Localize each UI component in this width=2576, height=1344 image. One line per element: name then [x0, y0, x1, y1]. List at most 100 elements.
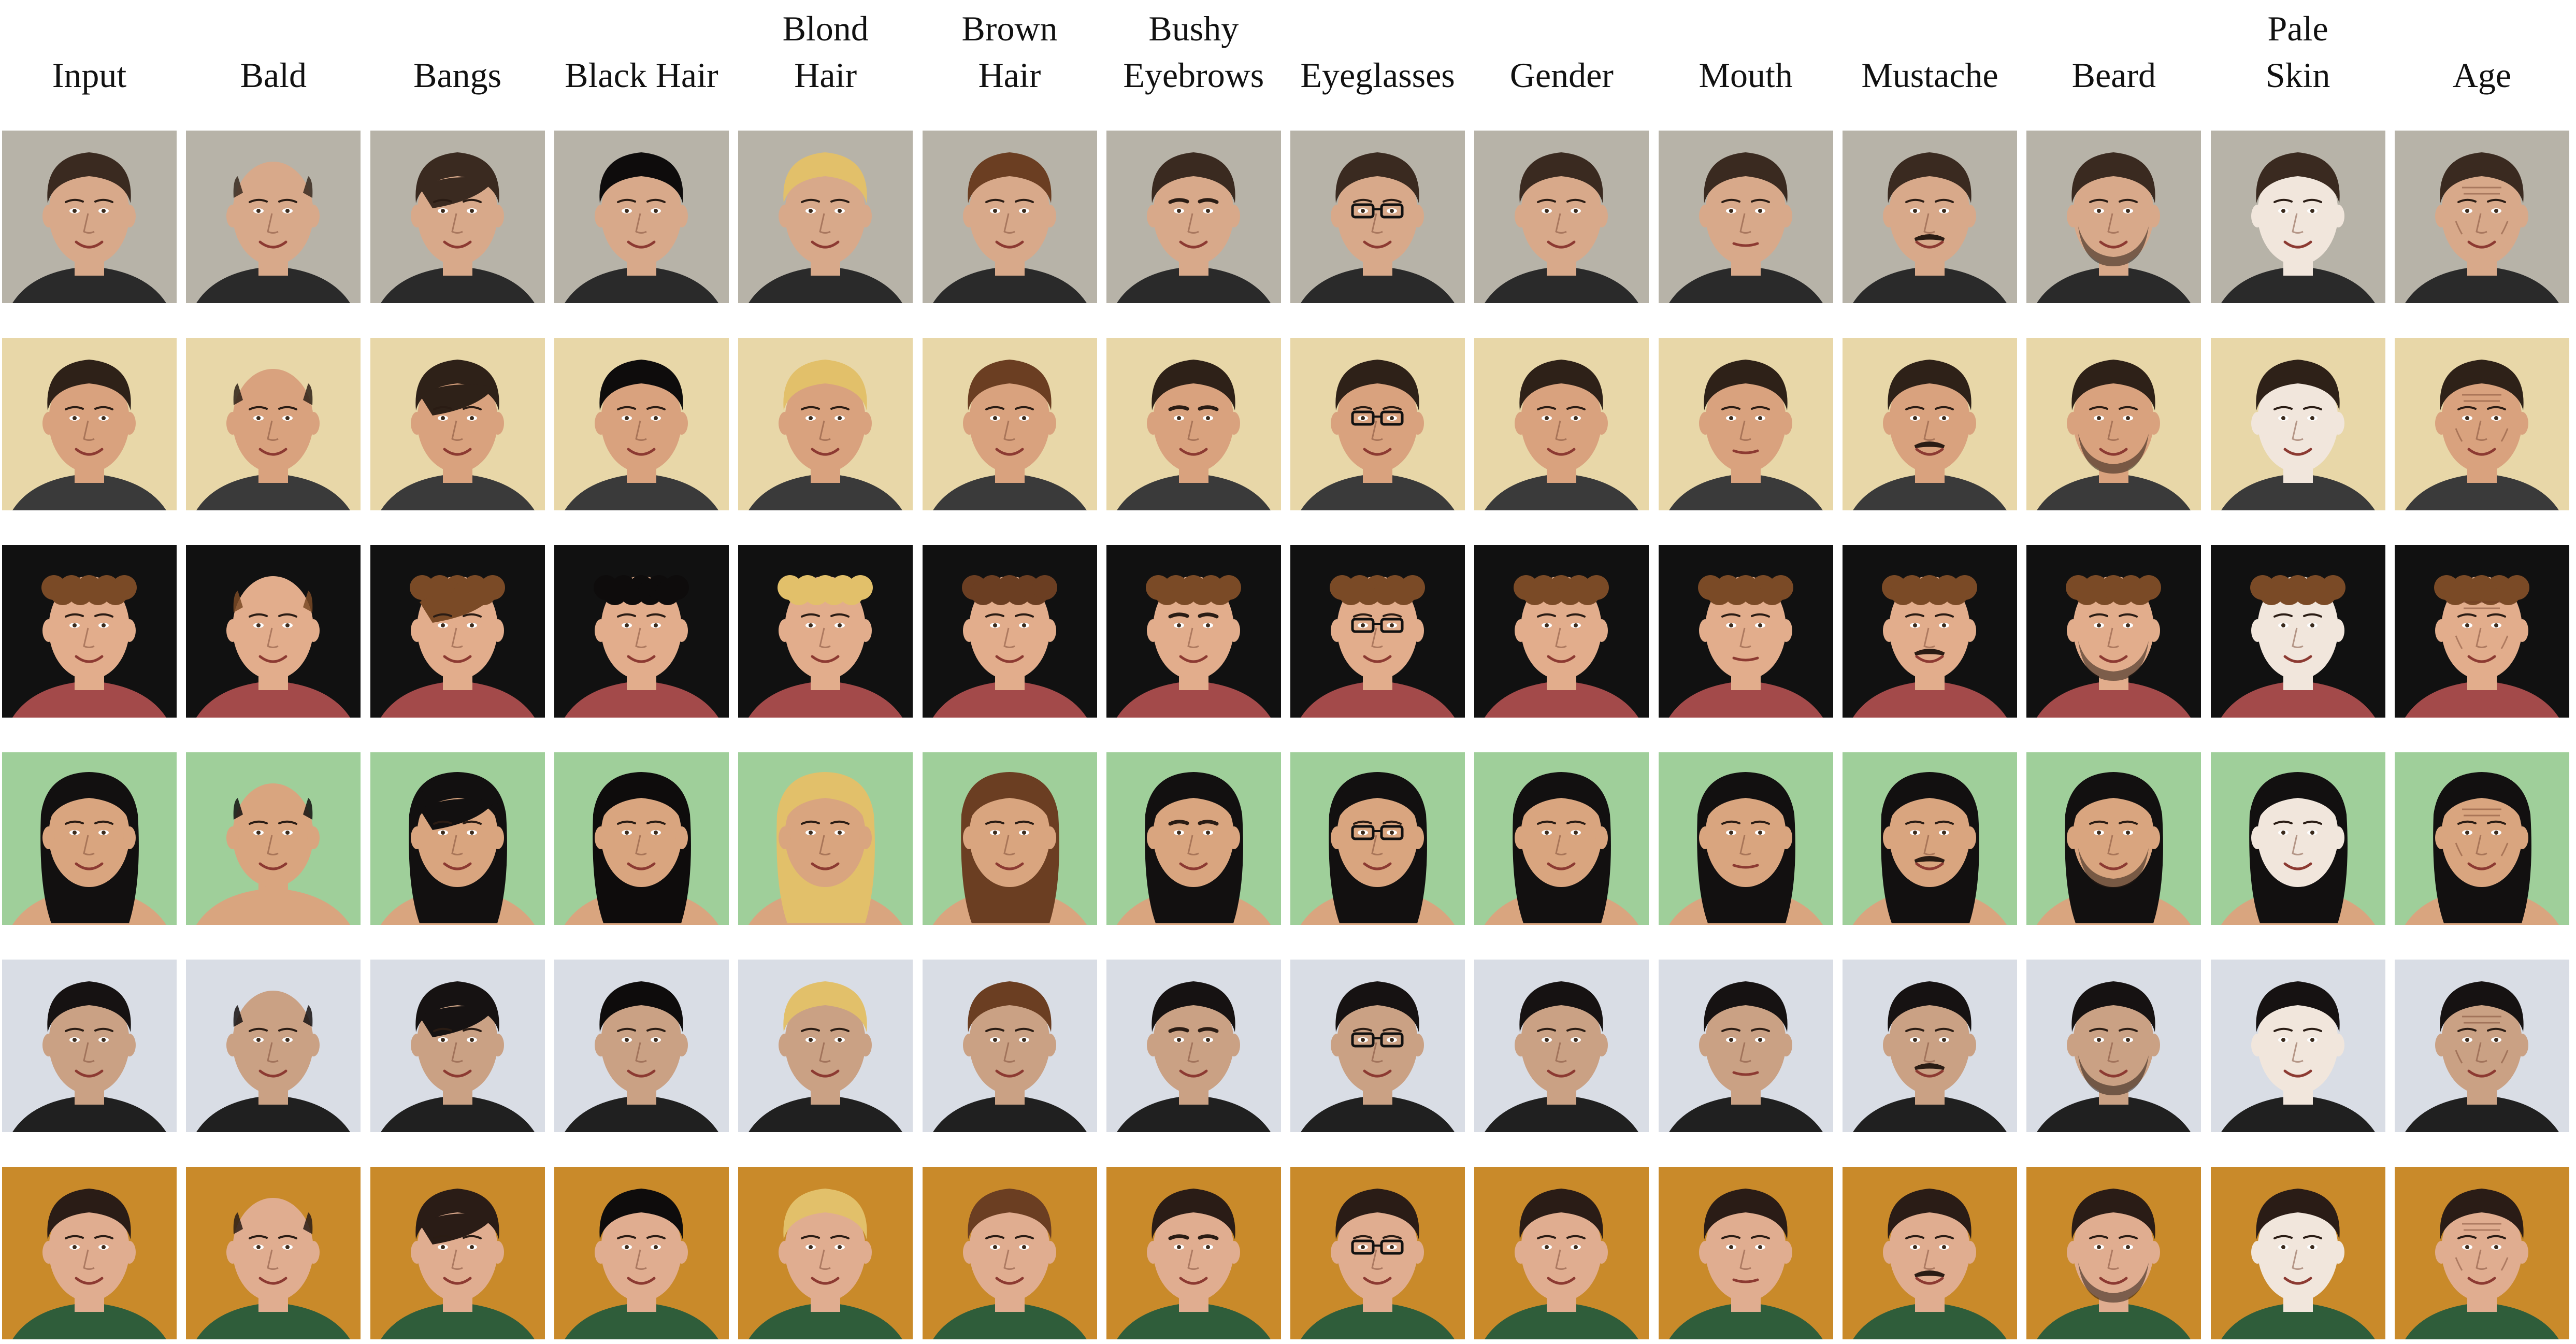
- face-illustration: [1658, 545, 1833, 718]
- face-image-age: [2394, 131, 2569, 303]
- face-image-mouth: [1658, 1167, 1833, 1339]
- face-illustration: [1106, 545, 1281, 718]
- face-image-gender: [1474, 545, 1649, 718]
- face-illustration: [1843, 1167, 2017, 1339]
- face-illustration: [1658, 960, 1833, 1132]
- face-illustration: [2026, 960, 2201, 1132]
- face-image-black-hair: [554, 338, 729, 510]
- face-illustration: [1658, 752, 1833, 925]
- face-image-pale-skin: [2210, 131, 2385, 303]
- face-image-age: [2394, 1167, 2569, 1339]
- face-illustration: [1106, 752, 1281, 925]
- face-illustration: [1658, 338, 1833, 510]
- face-image-bald: [186, 752, 361, 925]
- column-label-eyeglasses: Eyeglasses: [1290, 0, 1466, 98]
- face-image-blond-hair: [738, 545, 913, 718]
- face-image-input: [2, 545, 177, 718]
- face-image-mustache: [1843, 131, 2017, 303]
- face-illustration: [186, 960, 361, 1132]
- face-illustration: [922, 1167, 1097, 1339]
- face-image-black-hair: [554, 752, 729, 925]
- face-image-bangs: [370, 338, 545, 510]
- face-image-mouth: [1658, 338, 1833, 510]
- face-illustration: [554, 1167, 729, 1339]
- face-image-brown-hair: [922, 1167, 1097, 1339]
- face-image-bald: [186, 545, 361, 718]
- face-image-bushy-eyebrows: [1106, 338, 1281, 510]
- column-label-gender: Gender: [1474, 0, 1650, 98]
- column-label-line: Eyebrows: [1123, 55, 1264, 95]
- face-image-input: [2, 131, 177, 303]
- face-illustration: [2210, 1167, 2385, 1339]
- face-illustration: [1843, 960, 2017, 1132]
- face-image-brown-hair: [922, 960, 1097, 1132]
- face-image-blond-hair: [738, 338, 913, 510]
- column-label-line: Hair: [794, 55, 857, 95]
- face-illustration: [2210, 545, 2385, 718]
- face-illustration: [186, 338, 361, 510]
- face-illustration: [2210, 338, 2385, 510]
- face-image-eyeglasses: [1290, 752, 1465, 925]
- face-image-beard: [2026, 338, 2201, 510]
- column-label-input: Input: [2, 0, 178, 98]
- column-label-mouth: Mouth: [1658, 0, 1834, 98]
- column-label-line: Brown: [961, 9, 1058, 48]
- face-image-eyeglasses: [1290, 1167, 1465, 1339]
- face-image-brown-hair: [922, 752, 1097, 925]
- face-illustration: [2394, 131, 2569, 303]
- face-image-blond-hair: [738, 1167, 913, 1339]
- column-label-line: Black Hair: [565, 55, 718, 95]
- face-image-eyeglasses: [1290, 960, 1465, 1132]
- face-image-blond-hair: [738, 131, 913, 303]
- face-illustration: [2210, 131, 2385, 303]
- face-image-age: [2394, 752, 2569, 925]
- face-illustration: [1290, 752, 1465, 925]
- face-illustration: [1290, 960, 1465, 1132]
- column-label-black-hair: Black Hair: [553, 0, 729, 98]
- face-illustration: [2394, 545, 2569, 718]
- face-image-gender: [1474, 131, 1649, 303]
- face-image-gender: [1474, 338, 1649, 510]
- face-image-bangs: [370, 752, 545, 925]
- face-illustration: [370, 545, 545, 718]
- face-illustration: [1843, 752, 2017, 925]
- column-label-line: Skin: [2265, 55, 2330, 95]
- face-image-bald: [186, 131, 361, 303]
- face-illustration: [2, 545, 177, 718]
- face-illustration: [1843, 338, 2017, 510]
- face-illustration: [554, 338, 729, 510]
- face-image-mouth: [1658, 752, 1833, 925]
- face-illustration: [1474, 545, 1649, 718]
- column-label-age: Age: [2394, 0, 2570, 98]
- face-illustration: [1843, 131, 2017, 303]
- face-image-gender: [1474, 960, 1649, 1132]
- face-illustration: [554, 752, 729, 925]
- face-image-black-hair: [554, 1167, 729, 1339]
- face-image-mustache: [1843, 338, 2017, 510]
- face-illustration: [554, 545, 729, 718]
- face-image-mouth: [1658, 960, 1833, 1132]
- face-illustration: [370, 752, 545, 925]
- face-illustration: [2394, 960, 2569, 1132]
- face-image-age: [2394, 545, 2569, 718]
- face-illustration: [738, 960, 913, 1132]
- column-label-line: Age: [2452, 55, 2512, 95]
- face-illustration: [738, 545, 913, 718]
- face-image-black-hair: [554, 131, 729, 303]
- face-image-beard: [2026, 752, 2201, 925]
- face-illustration: [2394, 338, 2569, 510]
- face-image-brown-hair: [922, 131, 1097, 303]
- column-label-beard: Beard: [2026, 0, 2202, 98]
- face-illustration: [1474, 752, 1649, 925]
- face-illustration: [1474, 131, 1649, 303]
- face-image-gender: [1474, 752, 1649, 925]
- face-image-mouth: [1658, 131, 1833, 303]
- face-illustration: [1658, 131, 1833, 303]
- face-image-pale-skin: [2210, 1167, 2385, 1339]
- column-label-line: Hair: [978, 55, 1041, 95]
- face-image-brown-hair: [922, 338, 1097, 510]
- column-label-line: Pale: [2267, 9, 2328, 48]
- face-illustration: [186, 1167, 361, 1339]
- face-illustration: [2394, 1167, 2569, 1339]
- column-label-pale-skin: Pale Skin: [2210, 0, 2386, 98]
